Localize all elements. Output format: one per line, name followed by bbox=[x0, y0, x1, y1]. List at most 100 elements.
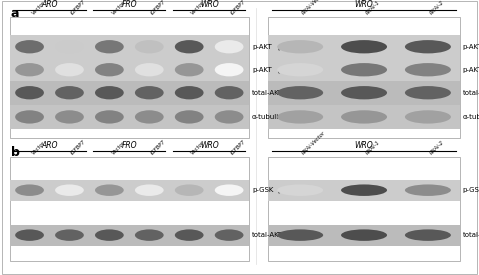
Ellipse shape bbox=[405, 110, 451, 123]
Text: Vector: Vector bbox=[190, 141, 205, 156]
Text: total-AKT: total-AKT bbox=[463, 90, 479, 96]
Ellipse shape bbox=[215, 40, 243, 53]
Text: RNAi-1: RNAi-1 bbox=[365, 0, 381, 16]
Bar bbox=[10, 225, 249, 246]
Ellipse shape bbox=[277, 40, 323, 53]
Text: p-AKT: p-AKT bbox=[463, 67, 479, 73]
Bar bbox=[268, 58, 460, 82]
Bar bbox=[10, 180, 249, 201]
Bar bbox=[10, 105, 249, 129]
Text: RNAi-2: RNAi-2 bbox=[429, 0, 445, 16]
Ellipse shape bbox=[15, 229, 44, 241]
Text: Vector: Vector bbox=[190, 1, 205, 16]
Bar bbox=[268, 157, 460, 261]
Ellipse shape bbox=[215, 229, 243, 241]
Ellipse shape bbox=[55, 110, 84, 123]
Ellipse shape bbox=[15, 110, 44, 123]
Text: IGFBP7: IGFBP7 bbox=[70, 0, 87, 16]
Ellipse shape bbox=[95, 229, 124, 241]
Ellipse shape bbox=[175, 40, 204, 53]
Ellipse shape bbox=[15, 185, 44, 196]
Text: RNAi-Vector: RNAi-Vector bbox=[301, 0, 327, 16]
Ellipse shape bbox=[15, 63, 44, 76]
Text: RNAi-1: RNAi-1 bbox=[365, 140, 381, 156]
Ellipse shape bbox=[405, 229, 451, 241]
Ellipse shape bbox=[95, 110, 124, 123]
Ellipse shape bbox=[55, 63, 84, 76]
Text: p-AKT: p-AKT bbox=[463, 44, 479, 50]
Ellipse shape bbox=[341, 40, 387, 53]
Text: WRO: WRO bbox=[200, 141, 218, 150]
Ellipse shape bbox=[215, 63, 243, 76]
Text: p-GSK: p-GSK bbox=[463, 187, 479, 193]
Bar bbox=[10, 16, 249, 138]
Ellipse shape bbox=[135, 86, 164, 99]
Bar bbox=[268, 225, 460, 246]
Ellipse shape bbox=[55, 86, 84, 99]
Text: RNAi-Vector: RNAi-Vector bbox=[301, 131, 327, 156]
Ellipse shape bbox=[341, 229, 387, 241]
Ellipse shape bbox=[277, 63, 323, 76]
Bar bbox=[268, 105, 460, 129]
Text: p-AKT: p-AKT bbox=[252, 67, 272, 73]
Ellipse shape bbox=[277, 229, 323, 241]
Text: WRO: WRO bbox=[200, 0, 218, 9]
Ellipse shape bbox=[341, 63, 387, 76]
Text: ARO: ARO bbox=[41, 0, 58, 9]
Ellipse shape bbox=[277, 110, 323, 123]
Ellipse shape bbox=[405, 63, 451, 76]
Ellipse shape bbox=[135, 229, 164, 241]
Ellipse shape bbox=[405, 185, 451, 196]
Ellipse shape bbox=[175, 229, 204, 241]
Text: (Thr308): (Thr308) bbox=[277, 69, 299, 74]
Text: p-GSK: p-GSK bbox=[252, 187, 274, 193]
Text: Vector: Vector bbox=[31, 141, 46, 156]
Text: Vector: Vector bbox=[31, 1, 46, 16]
Ellipse shape bbox=[95, 40, 124, 53]
Ellipse shape bbox=[135, 40, 164, 53]
Bar bbox=[10, 58, 249, 82]
Text: IGFBP7: IGFBP7 bbox=[230, 0, 247, 16]
Ellipse shape bbox=[55, 185, 84, 196]
Ellipse shape bbox=[175, 86, 204, 99]
Ellipse shape bbox=[55, 40, 84, 53]
Ellipse shape bbox=[341, 86, 387, 99]
Bar bbox=[268, 81, 460, 105]
Text: α-tubulin: α-tubulin bbox=[252, 114, 284, 120]
Text: Vector: Vector bbox=[110, 1, 126, 16]
Text: total-AKT: total-AKT bbox=[463, 232, 479, 238]
Text: IGFBP7: IGFBP7 bbox=[150, 139, 167, 156]
Text: a: a bbox=[11, 7, 19, 20]
Text: FRO: FRO bbox=[122, 141, 137, 150]
Ellipse shape bbox=[95, 63, 124, 76]
Text: FRO: FRO bbox=[122, 0, 137, 9]
Text: IGFBP7: IGFBP7 bbox=[230, 139, 247, 156]
Ellipse shape bbox=[405, 40, 451, 53]
Ellipse shape bbox=[55, 229, 84, 241]
Ellipse shape bbox=[175, 185, 204, 196]
Ellipse shape bbox=[95, 86, 124, 99]
Ellipse shape bbox=[277, 86, 323, 99]
Ellipse shape bbox=[215, 86, 243, 99]
Ellipse shape bbox=[15, 40, 44, 53]
Ellipse shape bbox=[405, 86, 451, 99]
Ellipse shape bbox=[215, 110, 243, 123]
Bar bbox=[10, 157, 249, 261]
Text: RNAi-2: RNAi-2 bbox=[429, 140, 445, 156]
Bar bbox=[10, 35, 249, 59]
Ellipse shape bbox=[215, 185, 243, 196]
Text: Vector: Vector bbox=[110, 141, 126, 156]
Text: (Ser473): (Ser473) bbox=[277, 46, 299, 51]
Text: ARO: ARO bbox=[41, 141, 58, 150]
Ellipse shape bbox=[135, 63, 164, 76]
Text: WRO: WRO bbox=[354, 141, 374, 150]
Ellipse shape bbox=[277, 185, 323, 196]
Ellipse shape bbox=[341, 185, 387, 196]
Ellipse shape bbox=[175, 63, 204, 76]
Text: total-AKT: total-AKT bbox=[252, 232, 284, 238]
Ellipse shape bbox=[175, 110, 204, 123]
Text: total-AKT: total-AKT bbox=[252, 90, 284, 96]
Text: α-tubulin: α-tubulin bbox=[463, 114, 479, 120]
Ellipse shape bbox=[135, 185, 164, 196]
Text: WRO: WRO bbox=[354, 0, 374, 9]
